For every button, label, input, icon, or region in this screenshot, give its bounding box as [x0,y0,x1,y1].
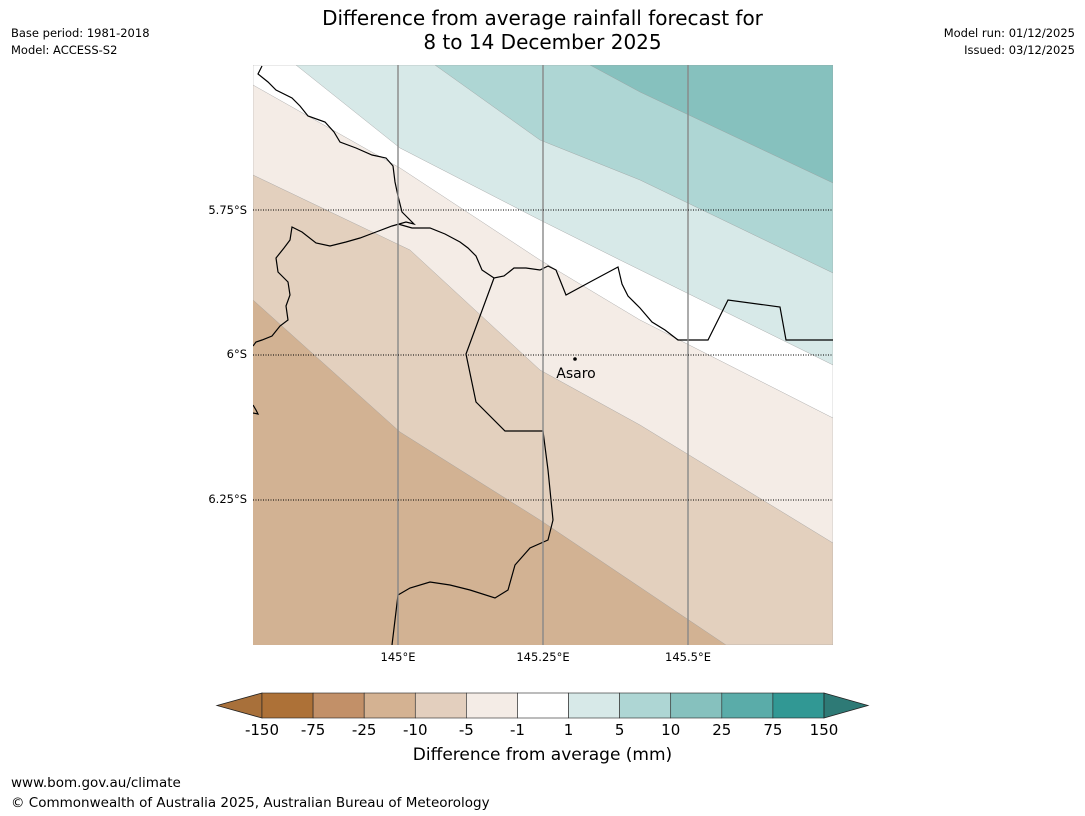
colorbar-tick-label: 1 [564,721,574,739]
colorbar-arrow-low [215,692,263,719]
asaro-marker [573,357,577,361]
metadata-right: Model run: 01/12/2025 Issued: 03/12/2025 [944,25,1075,59]
province-borders [253,65,833,645]
model-text: Model: ACCESS-S2 [11,43,118,57]
colorbar-tick-label: -10 [403,721,428,739]
colorbar-tick-label: -25 [352,721,377,739]
colorbar-segment [261,692,314,719]
border-central [397,223,833,341]
issued-text: Issued: 03/12/2025 [964,43,1075,57]
colorbar-arrow-high [823,692,870,719]
colorbar-segment [363,692,416,719]
colorbar-tick-label: -1 [510,721,525,739]
colorbar-tick-label: 75 [763,721,782,739]
footer-url: www.bom.gov.au/climate [11,775,181,791]
colorbar-tick-label: 150 [810,721,839,739]
colorbar-tick-label: -75 [301,721,326,739]
colorbar-tick-label: -150 [245,721,279,739]
colorbar-segment [772,692,825,719]
lat-label-6-25: 6.25°S [208,492,247,506]
colorbar-segment [466,692,518,719]
axis-labels: 5.75°S 6°S 6.25°S 145°E 145.25°E 145.5°E [208,203,711,664]
lat-label-6: 6°S [227,347,247,361]
page-title: Difference from average rainfall forecas… [0,6,1085,54]
colorbar-title: Difference from average (mm) [412,745,673,765]
model-run-text: Model run: 01/12/2025 [943,26,1075,40]
colorbar-segment [414,692,467,719]
base-period-text: Base period: 1981-2018 [11,26,150,40]
title-line-2: 8 to 14 December 2025 [423,30,662,54]
lat-label-5-75: 5.75°S [208,203,247,217]
colorbar: -150 -75 -25 -10 -5 -1 1 5 10 25 75 150 [215,692,870,739]
colorbar-segment [517,692,569,719]
band-10-to-25 [589,65,833,184]
asaro-label: Asaro [556,366,595,382]
colorbar-segment [619,692,672,719]
colorbar-tick-label: 5 [615,721,625,739]
footer-copyright: © Commonwealth of Australia 2025, Austra… [11,795,490,811]
colorbar-tick-label: 25 [712,721,731,739]
colorbar-segment [568,692,620,719]
border-southwest [391,277,554,645]
colorbar-tick-label: -5 [459,721,474,739]
colorbar-segment [721,692,774,719]
lon-label-145-5: 145.5°E [665,650,711,664]
lon-label-145: 145°E [381,650,416,664]
border-fragment [253,404,260,415]
graticule [253,65,833,645]
metadata-left: Base period: 1981-2018 Model: ACCESS-S2 [11,25,150,59]
colorbar-tick-label: 10 [661,721,680,739]
title-line-1: Difference from average rainfall forecas… [322,6,763,30]
colorbar-segment [670,692,723,719]
lon-label-145-25: 145.25°E [516,650,569,664]
border-north [253,65,416,347]
colorbar-segment [312,692,365,719]
